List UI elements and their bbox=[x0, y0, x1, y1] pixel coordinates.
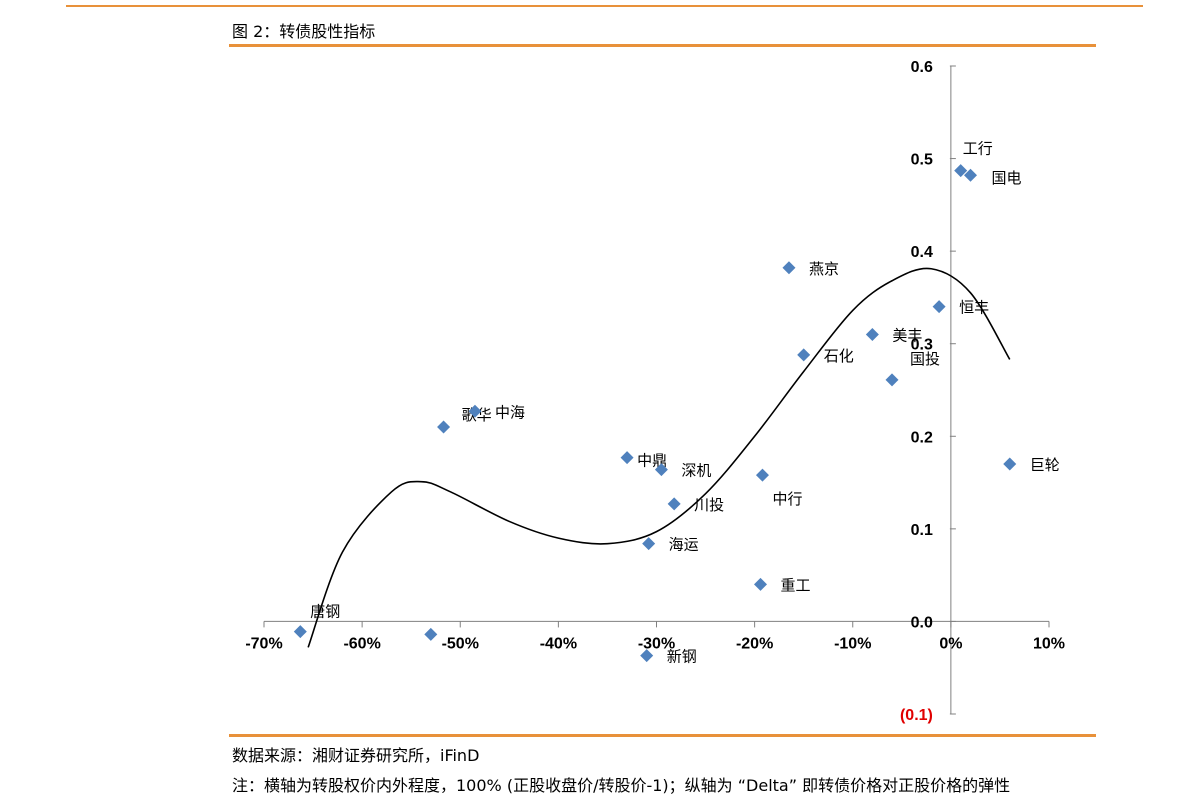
figure-title: 图 2：转债股性指标 bbox=[232, 22, 376, 41]
y-tick-label: 0.4 bbox=[911, 244, 933, 261]
scatter-point bbox=[885, 373, 899, 387]
y-tick-label: 0.5 bbox=[911, 152, 933, 169]
figure-note: 注：横轴为转股权价内外程度，100% (正股收盘价/转股价-1)；纵轴为 “De… bbox=[232, 776, 1011, 795]
point-label: 中海 bbox=[495, 403, 525, 421]
scatter-point bbox=[964, 168, 977, 182]
x-tick-label: -30% bbox=[638, 635, 675, 652]
top-rule bbox=[66, 5, 1143, 7]
bottom-rule bbox=[229, 734, 1096, 737]
y-tick-label: 0.6 bbox=[911, 59, 933, 76]
scatter-point bbox=[782, 261, 796, 275]
point-label: 巨轮 bbox=[1030, 456, 1060, 474]
y-tick-label: 0.1 bbox=[911, 522, 933, 539]
scatter-point bbox=[797, 348, 811, 362]
y-tick-label: 0.0 bbox=[911, 614, 933, 631]
scatter-point bbox=[293, 625, 307, 639]
scatter-point bbox=[642, 537, 656, 551]
point-label: 海运 bbox=[669, 536, 699, 554]
point-label: 重工 bbox=[781, 576, 811, 594]
x-tick-label: -20% bbox=[736, 635, 773, 652]
point-label: 国电 bbox=[992, 169, 1022, 187]
point-label: 燕京 bbox=[809, 260, 839, 278]
y-tick-label: 0.2 bbox=[911, 429, 933, 446]
point-label: 工行 bbox=[963, 140, 993, 158]
point-label: 唐钢 bbox=[310, 603, 340, 621]
scatter-point bbox=[437, 420, 451, 434]
point-label: 新钢 bbox=[667, 648, 697, 666]
point-label: 中行 bbox=[772, 490, 802, 508]
scatter-point bbox=[424, 627, 438, 641]
scatter-point bbox=[865, 327, 879, 341]
point-label: 美丰 bbox=[892, 326, 922, 344]
x-tick-label: -40% bbox=[540, 635, 577, 652]
point-label: 石化 bbox=[824, 347, 854, 365]
x-tick-label: -70% bbox=[245, 635, 282, 652]
scatter-point bbox=[755, 468, 769, 482]
y-tick-label: 0.3 bbox=[911, 337, 933, 354]
scatter-point bbox=[932, 300, 946, 314]
point-label: 国投 bbox=[910, 350, 940, 368]
scatter-point bbox=[667, 497, 681, 511]
title-rule bbox=[229, 44, 1096, 47]
x-tick-label: -60% bbox=[343, 635, 380, 652]
x-tick-label: 0% bbox=[939, 635, 962, 652]
x-tick-label: 10% bbox=[1033, 635, 1065, 652]
point-label: 恒丰 bbox=[959, 299, 989, 317]
y-tick-label: (0.1) bbox=[900, 707, 933, 724]
scatter-point bbox=[654, 463, 668, 477]
scatter-point bbox=[640, 649, 654, 663]
trendline bbox=[307, 267, 1011, 648]
scatter-point bbox=[468, 404, 482, 418]
point-label: 川投 bbox=[694, 496, 724, 514]
scatter-point bbox=[954, 164, 968, 178]
x-tick-label: -50% bbox=[442, 635, 479, 652]
scatter-point bbox=[754, 577, 768, 591]
scatter-point bbox=[1003, 457, 1017, 471]
x-tick-label: -10% bbox=[834, 635, 871, 652]
data-source: 数据来源：湘财证券研究所，iFinD bbox=[232, 746, 480, 765]
point-label: 深机 bbox=[681, 462, 711, 480]
scatter-point bbox=[620, 451, 634, 465]
